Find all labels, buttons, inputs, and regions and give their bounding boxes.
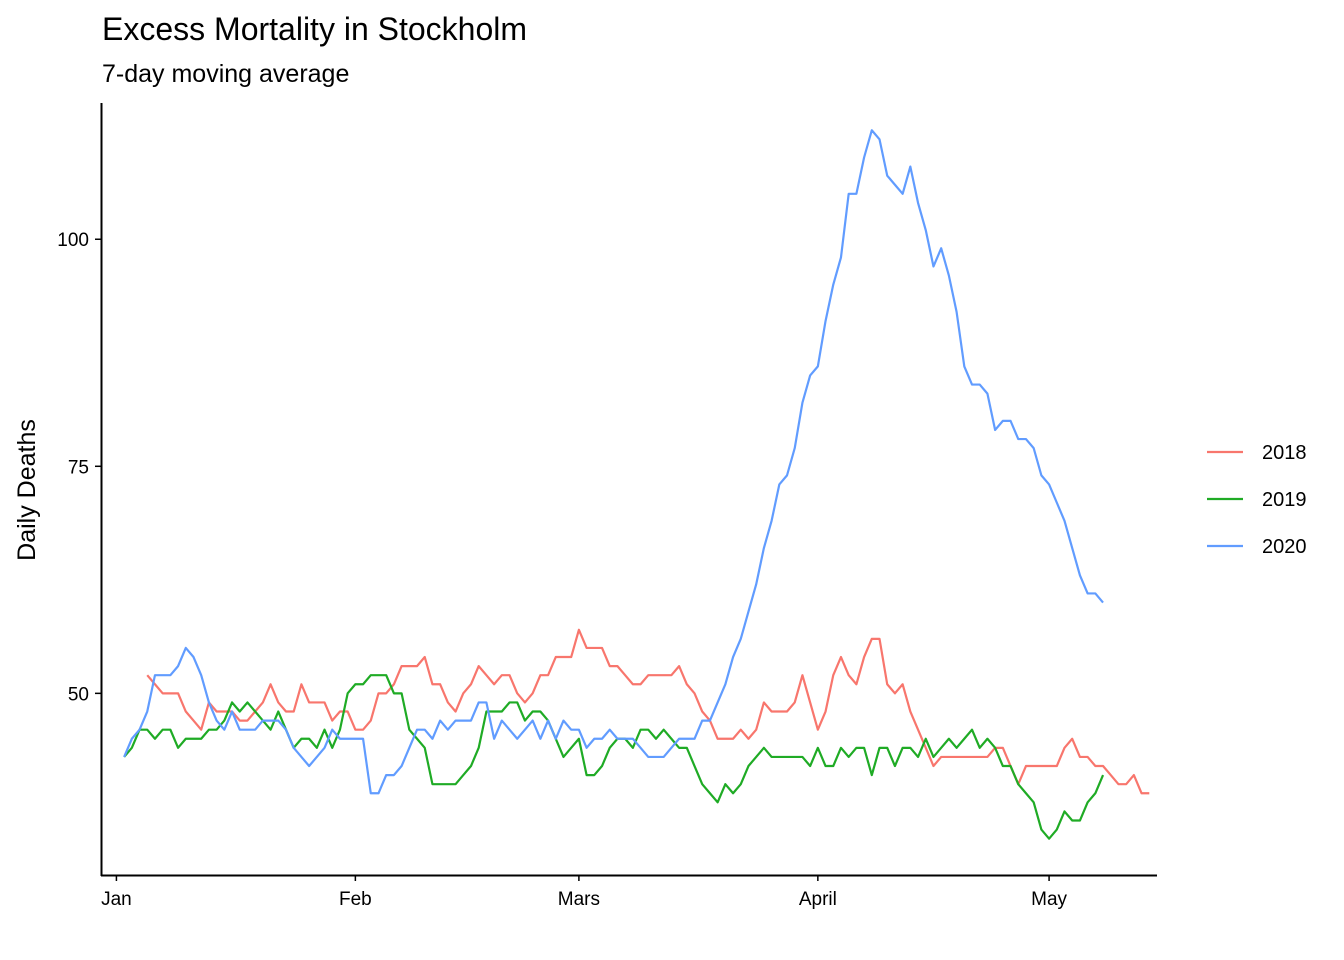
y-axis-ticks: 50 75 100 xyxy=(57,230,101,705)
legend-label-2020: 2020 xyxy=(1262,536,1307,558)
series-line-2018 xyxy=(146,628,1150,795)
legend-label-2019: 2019 xyxy=(1262,489,1307,511)
series-lines xyxy=(123,129,1150,840)
x-tick-label: Feb xyxy=(339,889,372,910)
series-line-2020 xyxy=(123,129,1104,795)
y-tick-label: 50 xyxy=(68,684,89,705)
x-axis-ticks: Jan Feb Mars April May xyxy=(101,875,1068,910)
y-axis-title: Daily Deaths xyxy=(13,419,41,561)
y-tick-label: 75 xyxy=(68,457,89,478)
y-tick-label: 100 xyxy=(57,230,89,251)
x-tick-label: May xyxy=(1031,889,1067,910)
legend-label-2018: 2018 xyxy=(1262,442,1307,464)
x-tick-label: April xyxy=(799,889,837,910)
legend: 2018 2019 2020 xyxy=(1207,442,1307,558)
chart-title: Excess Mortality in Stockholm xyxy=(102,11,527,47)
x-tick-label: Mars xyxy=(558,889,600,910)
chart-subtitle: 7-day moving average xyxy=(102,60,349,88)
x-tick-label: Jan xyxy=(101,889,132,910)
